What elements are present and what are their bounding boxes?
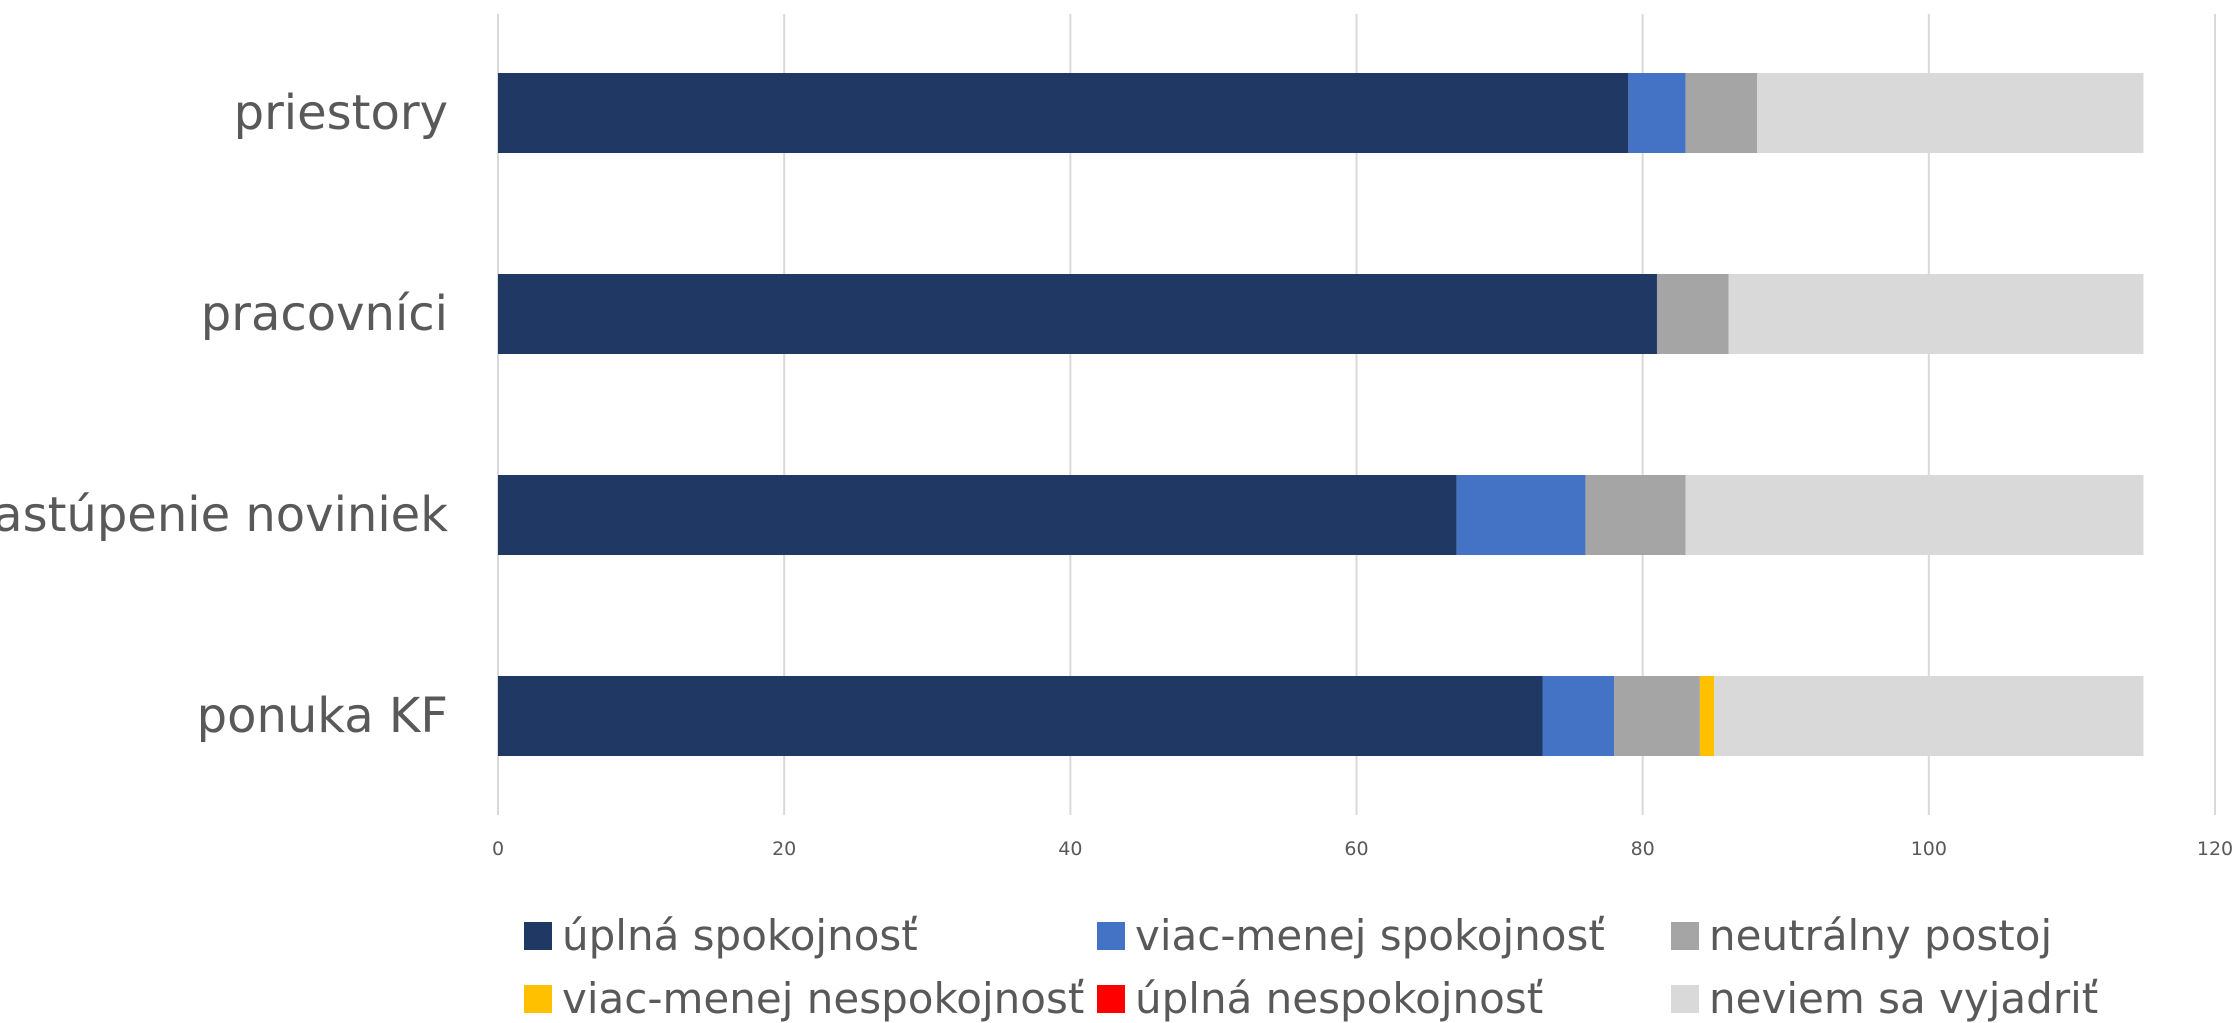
x-axis-tick-labels: 0 20 40 60 80 100 120 xyxy=(492,838,2233,860)
x-tick-label: 0 xyxy=(492,838,504,860)
legend-label: viac-menej spokojnosť xyxy=(1135,911,1605,960)
bar-segment xyxy=(1542,676,1615,756)
x-tick-label: 120 xyxy=(2197,838,2233,860)
bar-segment xyxy=(1685,73,1758,153)
category-label: pracovníci xyxy=(201,286,448,342)
category-label: zastúpenie noviniek xyxy=(0,487,448,543)
legend-item: viac-menej spokojnosť xyxy=(1097,911,1605,960)
legend-item: neviem sa vyjadriť xyxy=(1671,974,2098,1023)
category-label: ponuka KF xyxy=(197,688,448,744)
legend: úplná spokojnosť viac-menej spokojnosť neu… xyxy=(524,911,2098,1023)
bar-segment xyxy=(1728,274,2144,354)
legend-label: úplná nespokojnosť xyxy=(1135,974,1543,1023)
bar-segment xyxy=(1614,676,1700,756)
bar-segment xyxy=(1656,274,1729,354)
category-labels: priestory pracovníci zastúpenie noviniek po… xyxy=(0,85,448,744)
legend-item: úplná spokojnosť xyxy=(524,911,918,960)
legend-swatch xyxy=(1097,985,1125,1013)
bar-segment xyxy=(1585,475,1686,555)
bar-segment xyxy=(1685,475,2144,555)
bar-segment xyxy=(1699,676,1715,756)
category-label: priestory xyxy=(234,85,448,141)
bar-segment xyxy=(498,475,1457,555)
legend-swatch xyxy=(1671,985,1699,1013)
legend-item: neutrálny postoj xyxy=(1671,911,2052,960)
bar-segment xyxy=(1714,676,2144,756)
bar-segment xyxy=(1628,73,1686,153)
x-tick-label: 20 xyxy=(772,838,796,860)
legend-label: viac-menej nespokojnosť xyxy=(562,974,1084,1023)
bar-segment xyxy=(498,676,1543,756)
x-tick-label: 80 xyxy=(1631,838,1655,860)
legend-swatch xyxy=(524,985,552,1013)
legend-item: viac-menej nespokojnosť xyxy=(524,974,1084,1023)
legend-swatch xyxy=(1671,922,1699,950)
bars xyxy=(498,73,2144,756)
bar-segment xyxy=(498,274,1657,354)
legend-label: neutrálny postoj xyxy=(1709,911,2052,960)
legend-swatch xyxy=(524,922,552,950)
legend-label: neviem sa vyjadriť xyxy=(1709,974,2098,1023)
legend-label: úplná spokojnosť xyxy=(562,911,918,960)
bar-segment xyxy=(1757,73,2144,153)
x-tick-label: 100 xyxy=(1911,838,1947,860)
x-tick-label: 40 xyxy=(1058,838,1082,860)
x-tick-label: 60 xyxy=(1344,838,1368,860)
bar-segment xyxy=(1456,475,1586,555)
legend-swatch xyxy=(1097,922,1125,950)
legend-item: úplná nespokojnosť xyxy=(1097,974,1543,1023)
bar-segment xyxy=(498,73,1629,153)
